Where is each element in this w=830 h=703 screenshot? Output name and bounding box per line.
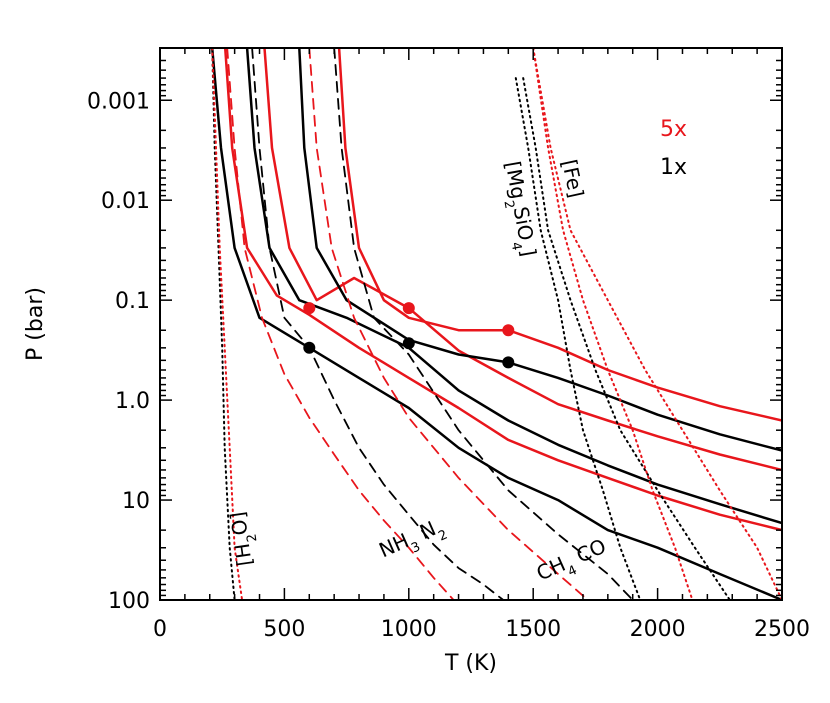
series-line-12 (514, 77, 642, 600)
y-tick-label: 10 (122, 489, 150, 514)
marker-layer (303, 302, 515, 369)
plot-frame (159, 47, 783, 601)
x-tick-label: 2000 (630, 617, 686, 642)
x-tick-label: 1000 (381, 617, 437, 642)
annotation-h2o: [H2O] (225, 509, 263, 567)
series-line-7 (226, 48, 455, 600)
x-tick-label: 0 (153, 617, 167, 642)
marker-point-2 (502, 324, 515, 337)
series-line-3 (263, 48, 782, 472)
series-line-10 (211, 48, 236, 600)
series-line-4 (298, 48, 782, 452)
series-line-1 (223, 48, 782, 532)
series-line-9 (308, 48, 589, 600)
y-tick-label: 0.1 (115, 289, 150, 314)
marker-point-0 (303, 302, 316, 315)
y-tick-label: 1.0 (115, 389, 150, 414)
x-tick-label: 1500 (505, 617, 561, 642)
y-tick-label: 0.001 (87, 89, 150, 114)
annotation-nh3-n2: NH3 N2 (375, 513, 449, 568)
annotation-ch4-co: CH4 CO (533, 534, 612, 592)
tick-layer: 0 500 1000 1500 2000 2500 0.001 0.01 0.1 1.0 10 100 (87, 47, 810, 642)
annotation-mg2sio4: [Mg2SiO4] (494, 159, 541, 259)
series-line-2 (245, 48, 782, 525)
series-line-14 (532, 48, 694, 600)
legend-label-1x: 1x (660, 155, 687, 180)
x-tick-label: 2500 (754, 617, 810, 642)
series-layer (210, 48, 782, 600)
series-line-13 (522, 77, 731, 600)
x-tick-label: 500 (263, 617, 305, 642)
y-tick-label: 100 (108, 589, 150, 614)
legend-label-5x: 5x (660, 117, 687, 142)
series-line-0 (210, 48, 782, 600)
x-axis-title: T (K) (444, 651, 497, 676)
marker-point-1 (402, 302, 415, 315)
series-line-15 (532, 48, 782, 600)
marker-point-3 (303, 341, 316, 354)
series-line-5 (337, 48, 782, 422)
marker-point-5 (502, 356, 515, 369)
y-axis-title: P (bar) (23, 287, 48, 361)
y-tick-label: 0.01 (101, 189, 150, 214)
marker-point-4 (402, 337, 415, 350)
series-line-11 (211, 48, 244, 600)
series-line-6 (251, 48, 505, 600)
